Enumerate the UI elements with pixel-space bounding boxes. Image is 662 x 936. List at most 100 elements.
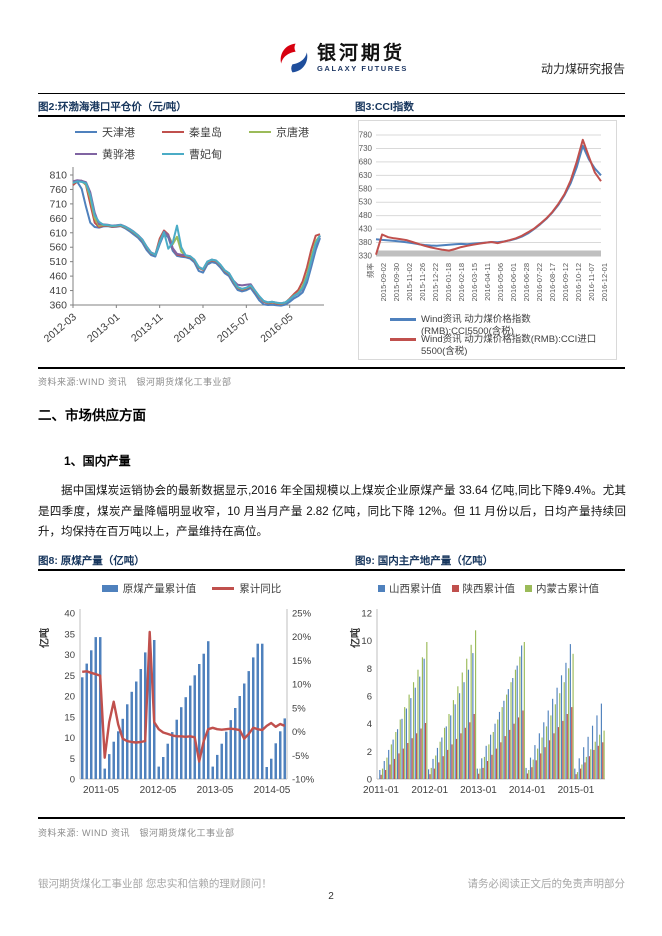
bar-1 — [393, 758, 396, 779]
svg-text:15: 15 — [64, 712, 75, 723]
bar-0 — [591, 725, 594, 779]
legend-label: 内蒙古累计值 — [536, 583, 599, 595]
svg-text:25%: 25% — [292, 609, 312, 620]
svg-text:30: 30 — [64, 650, 75, 661]
bar-1 — [469, 722, 471, 779]
legend-item-raw-coal-bars: 原煤产量累计值 — [101, 581, 197, 596]
bar-2 — [492, 732, 494, 779]
svg-text:380: 380 — [359, 238, 373, 247]
bar — [252, 657, 255, 779]
bar — [81, 677, 84, 779]
bar-2 — [470, 644, 472, 779]
bar-2 — [545, 726, 548, 779]
bar-0 — [529, 757, 532, 779]
bar-1 — [571, 707, 573, 779]
bar-0 — [450, 715, 452, 779]
series-line-4 — [72, 180, 321, 305]
bar — [265, 767, 268, 779]
bar-2 — [404, 707, 406, 779]
bar-1 — [535, 760, 537, 779]
bar-2 — [488, 744, 490, 779]
bar-0 — [410, 698, 412, 779]
bar-0 — [547, 710, 549, 779]
svg-text:2016-05: 2016-05 — [258, 311, 295, 345]
bar-0 — [503, 700, 505, 779]
bar-0 — [405, 708, 407, 779]
legend-label: Wind资讯 动力煤价格指数(RMB):CCI进口5500(含税) — [421, 334, 597, 357]
bar-0 — [388, 749, 390, 779]
bar-2 — [408, 694, 410, 779]
bar — [234, 708, 237, 779]
svg-text:2013-01: 2013-01 — [460, 785, 497, 796]
legend-swatch — [101, 585, 118, 592]
bar-0 — [445, 726, 447, 779]
bar-1 — [447, 749, 449, 779]
bar — [220, 743, 223, 779]
bar-2 — [412, 682, 415, 779]
bar-1 — [544, 747, 546, 779]
svg-text:760: 760 — [49, 184, 67, 196]
bar-0 — [498, 711, 501, 779]
bar-0 — [476, 768, 478, 779]
bar-2 — [457, 686, 459, 779]
legend-label: 原煤产量累计值 — [122, 583, 197, 595]
bar — [243, 683, 246, 779]
bar-0 — [543, 722, 545, 779]
bar-0 — [596, 715, 598, 779]
divider-rule-2 — [38, 367, 625, 369]
bar — [121, 718, 124, 779]
bar-0 — [534, 745, 536, 779]
legend-swatch — [451, 585, 459, 592]
svg-text:频率: 频率 — [365, 263, 375, 278]
bar-1 — [478, 773, 480, 779]
svg-text:2016-05-06: 2016-05-06 — [496, 263, 505, 301]
bar-2 — [386, 757, 388, 779]
bar-2 — [395, 732, 397, 779]
svg-text:780: 780 — [359, 131, 373, 140]
bar-0 — [574, 768, 576, 779]
svg-text:630: 630 — [359, 171, 373, 180]
bar-1 — [442, 756, 444, 779]
brand-name-cn: 银河期货 — [317, 42, 406, 64]
bar-1 — [455, 738, 458, 779]
divider-rule-3 — [38, 569, 625, 571]
svg-text:2012-05: 2012-05 — [140, 785, 177, 796]
bar — [162, 757, 165, 779]
svg-text:12: 12 — [361, 609, 372, 620]
bar-0 — [423, 658, 425, 779]
bar-2 — [554, 704, 556, 779]
bar-0 — [472, 653, 474, 779]
legend-label: 累计同比 — [239, 583, 282, 595]
svg-text:-5%: -5% — [292, 751, 309, 762]
bar-1 — [522, 710, 524, 779]
bar — [256, 643, 259, 779]
svg-text:2014-01: 2014-01 — [509, 785, 546, 796]
svg-text:2016-11-07: 2016-11-07 — [587, 263, 596, 301]
svg-text:2015-01: 2015-01 — [558, 785, 595, 796]
bar-2 — [439, 741, 441, 779]
fig2-title: 图2:环渤海港口平仓价（元/吨） — [38, 101, 187, 113]
bar-1 — [509, 729, 511, 779]
bar-1 — [526, 773, 528, 779]
bar — [202, 653, 205, 779]
svg-text:40: 40 — [64, 609, 75, 620]
legend-label: 秦皇岛 — [189, 127, 222, 139]
bar-2 — [448, 714, 450, 779]
galaxy-swirl-icon — [278, 42, 310, 74]
bar-0 — [379, 770, 381, 779]
bar-2 — [417, 669, 419, 779]
bar-1 — [398, 753, 400, 779]
bar — [238, 696, 241, 779]
svg-text:2016-12-01: 2016-12-01 — [600, 263, 609, 301]
bar-0 — [494, 723, 496, 779]
svg-text:4: 4 — [367, 719, 372, 730]
bar-2 — [523, 642, 525, 779]
bar-1 — [562, 720, 564, 779]
bar-2 — [497, 719, 499, 779]
legend-item-shaanxi: 陕西累计值 — [451, 581, 515, 596]
bar — [166, 743, 169, 779]
bar-2 — [483, 756, 486, 779]
svg-text:2013-05: 2013-05 — [197, 785, 234, 796]
bar-2 — [603, 730, 605, 779]
bar-1 — [597, 745, 599, 779]
